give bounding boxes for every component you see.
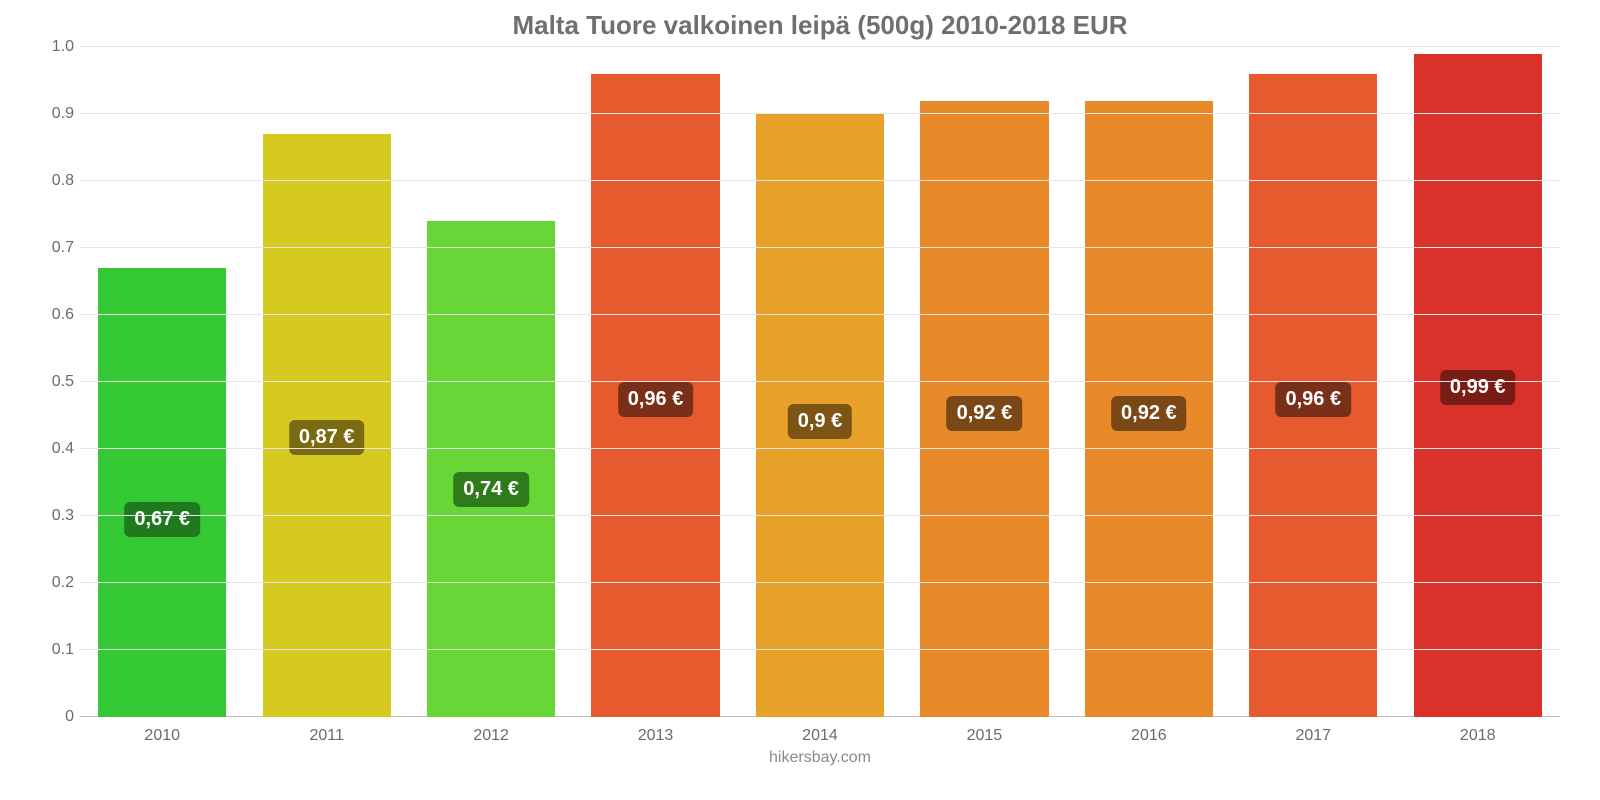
y-tick-label: 0.9 [30,105,74,123]
gridline [80,582,1560,583]
y-tick-label: 0.6 [30,306,74,324]
bar-slot: 0,87 € [244,47,408,717]
gridline [80,381,1560,382]
x-tick-label: 2017 [1231,727,1395,745]
gridline [80,113,1560,114]
gridline [80,515,1560,516]
bar-value-label: 0,67 € [124,502,200,537]
bar-slot: 0,96 € [573,47,737,717]
x-tick-label: 2015 [902,727,1066,745]
gridline [80,448,1560,449]
bar-value-label: 0,99 € [1440,370,1516,405]
bar-value-label: 0,92 € [947,396,1023,431]
gridline [80,247,1560,248]
x-tick-label: 2012 [409,727,573,745]
y-tick-label: 0.2 [30,574,74,592]
bar-slot: 0,92 € [1067,47,1231,717]
bar-slot: 0,9 € [738,47,902,717]
bar-value-label: 0,92 € [1111,396,1187,431]
x-tick-label: 2018 [1396,727,1560,745]
bar-value-label: 0,96 € [618,382,694,417]
plot-area: 0,67 € 0,87 € 0,74 € 0,96 € 0,9 € 0,92 € 0,92 … [80,47,1560,717]
gridline [80,649,1560,650]
x-axis-labels: 201020112012201320142015201620172018 [80,727,1560,745]
x-tick-label: 2013 [573,727,737,745]
y-tick-label: 0.1 [30,641,74,659]
y-tick-label: 0.8 [30,172,74,190]
bar-value-label: 0,74 € [453,472,529,507]
attribution-text: hikersbay.com [80,749,1560,767]
bar-value-label: 0,87 € [289,420,365,455]
y-tick-label: 0.7 [30,239,74,257]
bar [427,221,555,717]
bar-value-label: 0,9 € [788,404,852,439]
x-tick-label: 2016 [1067,727,1231,745]
bar-slot: 0,96 € [1231,47,1395,717]
gridline [80,180,1560,181]
chart-title: Malta Tuore valkoinen leipä (500g) 2010-… [80,10,1560,41]
chart-container: Malta Tuore valkoinen leipä (500g) 2010-… [0,0,1600,800]
bar-slot: 0,99 € [1396,47,1560,717]
x-tick-label: 2010 [80,727,244,745]
y-tick-label: 1.0 [30,38,74,56]
y-tick-label: 0.3 [30,507,74,525]
x-tick-label: 2011 [244,727,408,745]
bar-value-label: 0,96 € [1275,382,1351,417]
bar-slot: 0,74 € [409,47,573,717]
gridline [80,314,1560,315]
bar-slot: 0,67 € [80,47,244,717]
bar-slot: 0,92 € [902,47,1066,717]
y-tick-label: 0.5 [30,373,74,391]
y-tick-label: 0 [30,708,74,726]
gridline [80,46,1560,47]
bars-group: 0,67 € 0,87 € 0,74 € 0,96 € 0,9 € 0,92 € 0,92 … [80,47,1560,717]
y-tick-label: 0.4 [30,440,74,458]
x-tick-label: 2014 [738,727,902,745]
